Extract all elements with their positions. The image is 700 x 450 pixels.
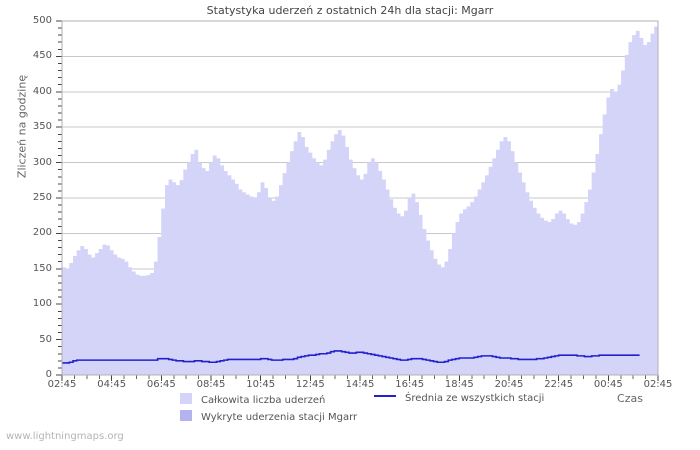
x-tick-label: 16:45 <box>395 379 425 390</box>
x-tick-label: 02:45 <box>47 379 77 390</box>
series-line-average <box>62 350 640 364</box>
plot-frame <box>61 20 659 376</box>
legend-swatch-station <box>180 410 192 421</box>
legend-label-total: Całkowita liczba uderzeń <box>201 395 326 406</box>
x-tick-label: 02:45 <box>643 379 673 390</box>
y-tick-label: 400 <box>32 85 52 97</box>
y-tick-label: 350 <box>32 121 52 133</box>
y-minor-ticks <box>56 20 62 376</box>
y-tick-label: 100 <box>32 298 52 310</box>
legend-line-average <box>374 395 396 397</box>
legend-item-average: Średnia ze wszystkich stacji <box>374 393 544 404</box>
y-tick-label: 450 <box>32 50 52 62</box>
y-tick-label: 50 <box>39 333 52 345</box>
legend-item-station: Wykryte uderzenia stacji Mgarr <box>180 410 357 423</box>
x-tick-label: 00:45 <box>593 379 623 390</box>
y-tick-label: 300 <box>32 156 52 168</box>
legend-label-station: Wykryte uderzenia stacji Mgarr <box>201 412 358 423</box>
x-tick-label: 10:45 <box>246 379 276 390</box>
legend-item-total: Całkowita liczba uderzeń <box>180 393 325 406</box>
watermark: www.lightningmaps.org <box>6 431 124 442</box>
y-tick-label: 150 <box>32 262 52 274</box>
x-tick-label: 18:45 <box>444 379 474 390</box>
y-tick-label: 250 <box>32 192 52 203</box>
y-tick-label: 200 <box>32 227 52 239</box>
x-tick-label: 08:45 <box>196 379 226 390</box>
x-axis-ticks <box>61 375 659 381</box>
x-tick-label: 12:45 <box>295 379 325 390</box>
x-tick-label: 06:45 <box>146 379 176 390</box>
chart-legend: Całkowita liczba uderzeń Średnia ze wszy… <box>0 391 700 425</box>
legend-swatch-total <box>180 393 192 404</box>
y-tick-label: 0 <box>45 369 52 380</box>
y-tick-label: 500 <box>32 15 52 26</box>
x-tick-label: 04:45 <box>97 379 127 390</box>
x-tick-label: 20:45 <box>494 379 524 390</box>
series-area-station <box>62 23 658 376</box>
chart-title: Statystyka uderzeń z ostatnich 24h dla s… <box>206 4 494 17</box>
legend-label-average: Średnia ze wszystkich stacji <box>405 393 545 404</box>
x-tick-label: 22:45 <box>544 379 574 390</box>
x-axis-title: Czas <box>617 392 643 405</box>
x-tick-label: 14:45 <box>345 379 375 390</box>
